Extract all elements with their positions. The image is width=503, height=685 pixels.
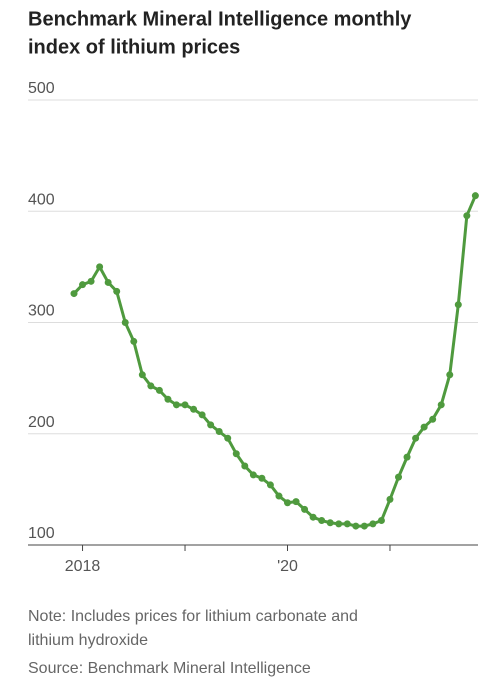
point	[138, 371, 146, 379]
point	[309, 513, 317, 521]
point	[326, 519, 334, 527]
point	[113, 287, 121, 295]
point	[207, 421, 215, 429]
y-tick-label: 500	[28, 80, 55, 97]
point	[87, 277, 95, 285]
point	[275, 492, 283, 500]
point	[420, 423, 428, 431]
point	[224, 434, 232, 442]
line	[72, 195, 477, 528]
point	[446, 371, 454, 379]
point	[395, 473, 403, 481]
point	[292, 498, 300, 506]
point	[266, 481, 274, 489]
point	[79, 281, 87, 289]
point	[241, 462, 249, 470]
y-tick-label: 100	[28, 525, 55, 542]
point	[249, 471, 257, 479]
point	[232, 450, 240, 458]
chart-title: Benchmark Mineral Intelligence monthly	[28, 8, 412, 30]
point	[190, 405, 198, 413]
y-tick-label: 200	[28, 414, 55, 431]
point	[96, 263, 104, 271]
chart-title: index of lithium prices	[28, 36, 240, 58]
point	[121, 319, 129, 326]
point	[369, 520, 377, 528]
point	[172, 401, 180, 409]
y-tick-label: 300	[28, 303, 55, 320]
point	[130, 337, 138, 345]
point	[215, 428, 223, 436]
point	[335, 520, 343, 528]
point	[352, 522, 360, 530]
x-tick-label: 2018	[65, 558, 101, 575]
point	[454, 301, 462, 309]
point	[429, 415, 437, 423]
point	[318, 517, 326, 525]
point	[164, 395, 172, 403]
point	[104, 278, 112, 286]
point	[147, 382, 155, 390]
point	[155, 386, 163, 394]
point	[463, 212, 471, 220]
point	[301, 505, 309, 513]
point	[343, 520, 351, 528]
point	[403, 453, 411, 461]
point	[412, 434, 420, 442]
source: Source: Benchmark Mineral Intelligence	[28, 660, 311, 677]
point	[386, 495, 394, 503]
point	[360, 522, 368, 530]
x-tick-label: '20	[277, 558, 298, 575]
point	[258, 474, 266, 482]
point	[181, 401, 189, 409]
note: lithium hydroxide	[28, 632, 148, 649]
point	[70, 290, 78, 298]
point	[284, 499, 291, 507]
point	[437, 401, 445, 409]
point	[198, 411, 206, 419]
y-tick-label: 400	[28, 191, 55, 208]
point	[471, 192, 479, 200]
point	[377, 517, 385, 525]
note: Note: Includes prices for lithium carbon…	[28, 608, 358, 625]
